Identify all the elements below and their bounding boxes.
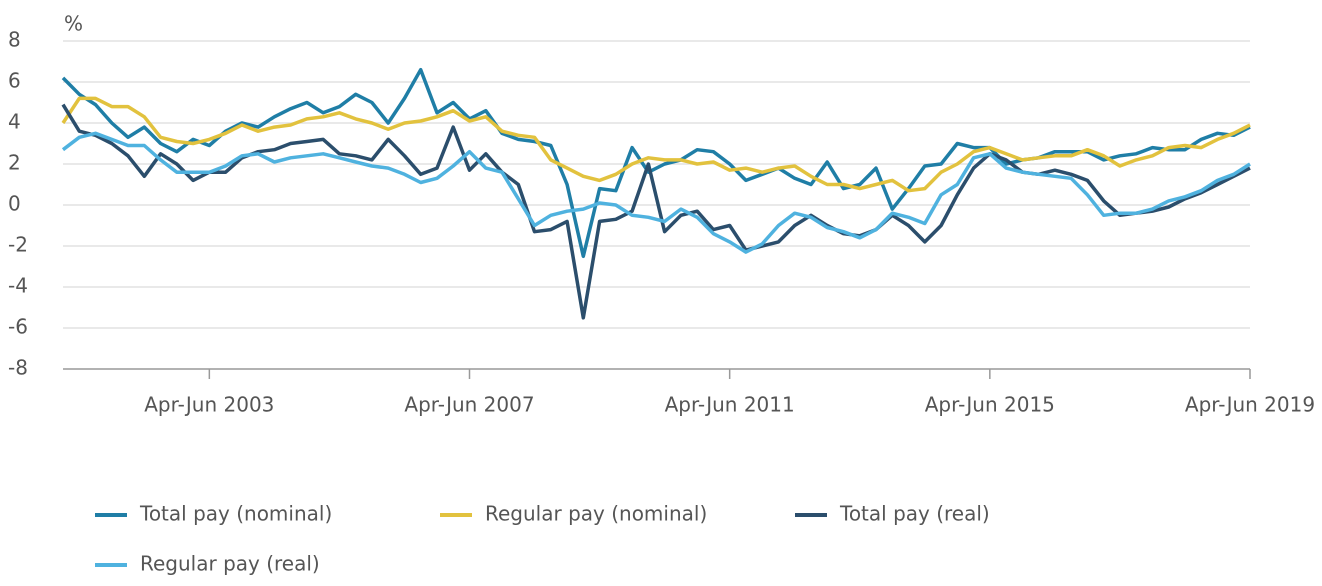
y-tick-label: -6: [8, 315, 28, 339]
series-line: [61, 96, 1251, 193]
y-tick-label: 0: [8, 192, 21, 216]
y-tick-label: 4: [8, 110, 21, 134]
x-tick-label: Apr-Jun 2019: [1185, 393, 1315, 417]
legend-label: Regular pay (real): [140, 552, 320, 576]
y-tick-label: -8: [8, 356, 28, 380]
y-tick-label: 2: [8, 151, 21, 175]
y-tick-label: 6: [8, 69, 21, 93]
series-line: [61, 67, 1251, 259]
y-tick-label: -4: [8, 274, 28, 298]
x-tick-label: Apr-Jun 2007: [404, 393, 534, 417]
y-unit: %: [64, 12, 83, 36]
y-tick-label: -2: [8, 233, 28, 257]
x-tick-label: Apr-Jun 2011: [665, 393, 795, 417]
series-line: [61, 131, 1251, 254]
y-tick-label: 8: [8, 28, 21, 52]
x-tick-label: Apr-Jun 2015: [925, 393, 1055, 417]
x-tick-label: Apr-Jun 2003: [144, 393, 274, 417]
legend-label: Total pay (real): [839, 502, 990, 526]
series-line: [61, 103, 1251, 320]
legend-label: Regular pay (nominal): [485, 502, 707, 526]
legend-label: Total pay (nominal): [139, 502, 332, 526]
